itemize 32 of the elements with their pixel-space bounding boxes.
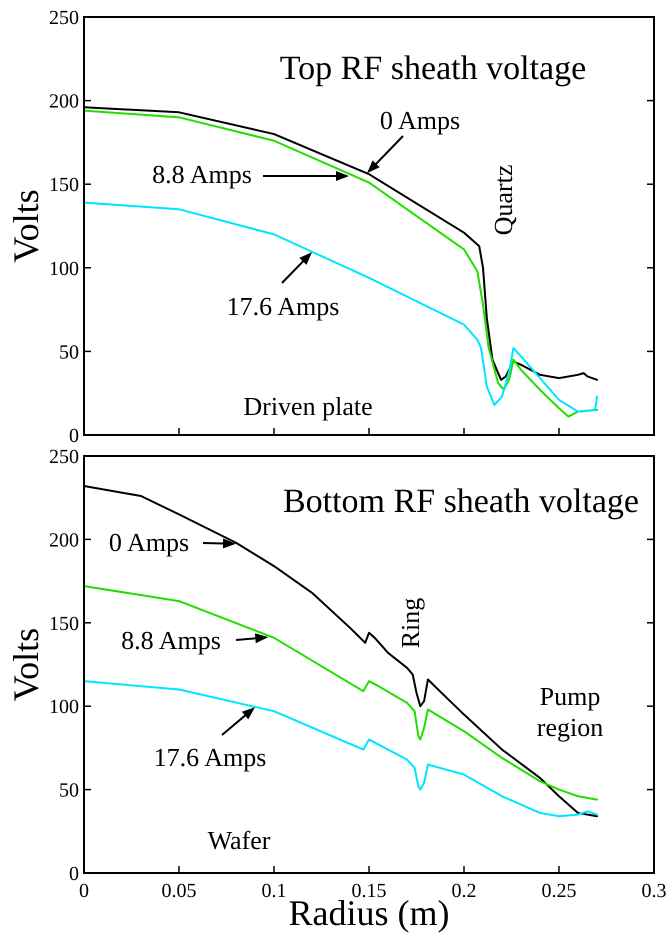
annotation: Pump region [536, 682, 604, 742]
y-tick-label: 200 [49, 90, 79, 113]
y-tick-label: 100 [49, 696, 79, 718]
x-tick-label: 0.25 [542, 880, 576, 902]
y-tick-label: 100 [49, 258, 79, 280]
text: Top RF sheath voltage [280, 50, 586, 87]
y-tick-label: 50 [59, 341, 79, 364]
annotation: 8.8 Amps [121, 626, 221, 655]
annotation: Wafer [208, 826, 271, 855]
y-tick-label: 200 [49, 529, 79, 552]
x-tick-label: 0.05 [162, 880, 196, 902]
annotation: 17.6 Amps [226, 292, 340, 321]
annotation: 8.8 Amps [152, 160, 252, 189]
y-tick-label: 50 [59, 780, 79, 802]
y-tick-label: 0 [69, 425, 79, 447]
y-tick-label: 250 [49, 7, 79, 29]
x-tick-label: 0.3 [642, 880, 666, 902]
annotation: Quartz [489, 164, 518, 236]
annotation: 0 Amps [380, 106, 460, 135]
x-tick-label: 0.1 [262, 880, 286, 902]
y-tick-label: 250 [49, 446, 79, 468]
y-axis-title: Volts [6, 189, 46, 263]
y-tick-label: 0 [69, 863, 79, 885]
annotation: Ring [396, 598, 425, 648]
y-tick-label: 150 [49, 174, 79, 196]
annotation: 0 Amps [108, 528, 190, 557]
y-axis-title: Volts [6, 628, 46, 702]
y-tick-label: 150 [49, 612, 79, 635]
x-tick-label: 0.2 [452, 880, 476, 902]
text: Bottom RF sheath voltage [282, 483, 640, 520]
annotation: Driven plate [243, 392, 373, 421]
annotation: 17.6 Amps [154, 743, 266, 772]
